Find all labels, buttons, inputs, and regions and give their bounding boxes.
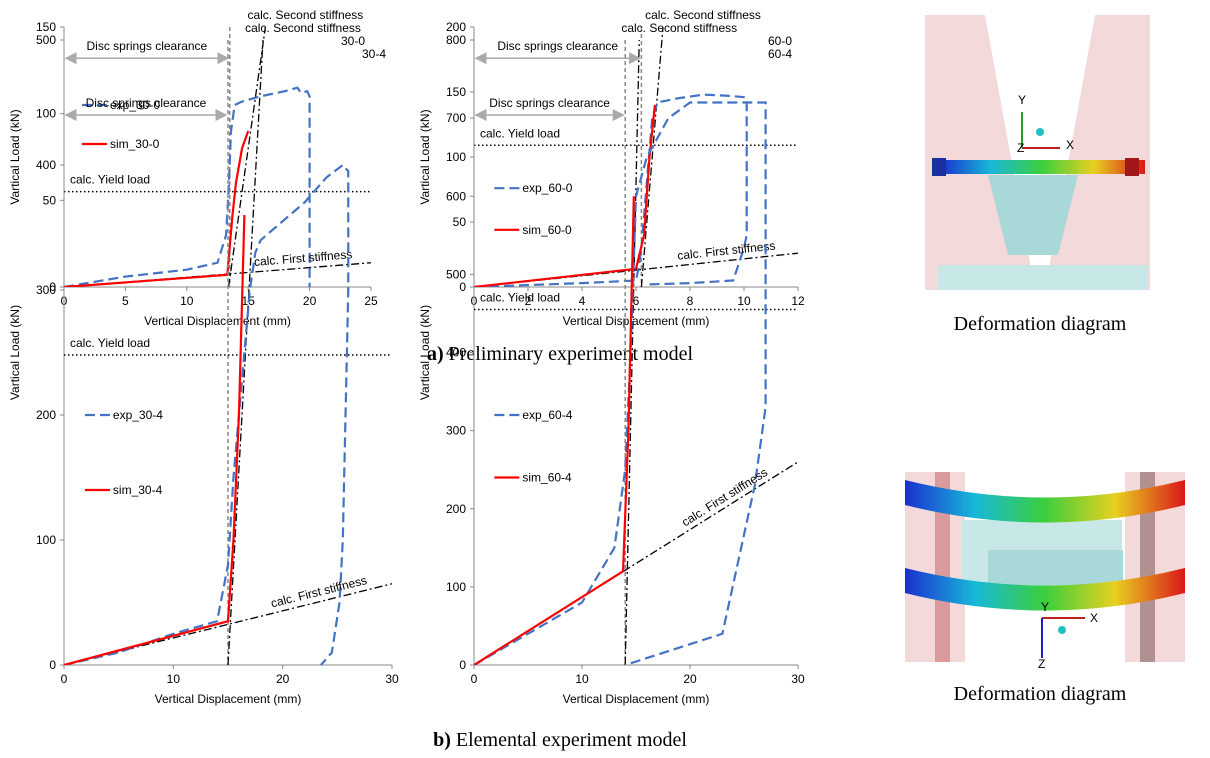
y-tick-label: 500 xyxy=(446,267,466,281)
x-tick-label: 10 xyxy=(575,672,589,686)
deformation-diagram-1: X Y Z Deformation diagram xyxy=(925,15,1150,335)
x-tick-label: 5 xyxy=(122,294,129,308)
clearance-label: Disc springs clearance xyxy=(86,96,207,110)
y-tick-label: 200 xyxy=(446,20,466,34)
stiffness-label: calc. Second stiffness xyxy=(247,8,363,22)
stiffness-label: calc. First stiffness xyxy=(269,573,368,610)
yield-label: calc. Yield load xyxy=(480,126,560,140)
y-tick-label: 300 xyxy=(36,283,56,297)
panel-label: 60-4 xyxy=(768,47,792,61)
x-axis-title: Vertical Displacement (mm) xyxy=(144,314,291,328)
yield-label: calc. Yield load xyxy=(480,291,560,305)
y-tick-label: 50 xyxy=(453,215,467,229)
x-tick-label: 10 xyxy=(180,294,194,308)
legend-label: sim_30-4 xyxy=(113,483,163,497)
y-tick-label: 100 xyxy=(446,150,466,164)
series-line xyxy=(474,103,766,666)
legend-label: exp_60-4 xyxy=(522,408,572,422)
x-tick-label: 25 xyxy=(364,294,378,308)
x-tick-label: 8 xyxy=(687,294,694,308)
stiffness-label: calc. Second stiffness xyxy=(645,8,761,22)
y-axis-title: Vartical Load (kN) xyxy=(418,305,432,400)
stiffness-label: calc. Second stiffness xyxy=(245,21,361,35)
y-tick-label: 100 xyxy=(36,533,56,547)
figure: X Y Z Deformation diagram X Y Z Deformat… xyxy=(0,0,1210,753)
caption-label: b) xyxy=(433,729,451,751)
y-tick-label: 0 xyxy=(459,658,466,672)
y-tick-label: 700 xyxy=(446,111,466,125)
x-tick-label: 4 xyxy=(579,294,586,308)
y-tick-label: 200 xyxy=(36,408,56,422)
stiffness-label: calc. First stiffness xyxy=(679,465,770,529)
y-tick-label: 150 xyxy=(446,85,466,99)
legend-label: sim_60-4 xyxy=(522,471,572,485)
x-tick-label: 30 xyxy=(791,672,805,686)
x-tick-label: 10 xyxy=(737,294,751,308)
clearance-label: Disc springs clearance xyxy=(497,39,618,53)
yield-label: calc. Yield load xyxy=(70,173,150,187)
legend-label: exp_30-4 xyxy=(113,408,163,422)
caption: b) Elemental experiment model xyxy=(433,729,687,751)
stiffness-label: calc. Second stiffness xyxy=(621,21,737,35)
y-tick-label: 800 xyxy=(446,33,466,47)
y-tick-label: 50 xyxy=(43,193,57,207)
y-axis-title: Vartical Load (kN) xyxy=(8,109,22,204)
x-tick-label: 0 xyxy=(61,672,68,686)
y-tick-label: 100 xyxy=(446,580,466,594)
x-tick-label: 10 xyxy=(167,672,181,686)
chart: 0 100 200 300 400 500 0 10 20 30 Vertical Displace… xyxy=(8,21,399,706)
legend-label: sim_30-0 xyxy=(110,137,160,151)
x-tick-label: 0 xyxy=(471,672,478,686)
y-tick-label: 400 xyxy=(36,158,56,172)
x-tick-label: 20 xyxy=(303,294,317,308)
panel-label: 30-4 xyxy=(362,47,386,61)
series-line xyxy=(64,215,244,665)
clearance-label: Disc springs clearance xyxy=(87,39,208,53)
y-tick-label: 500 xyxy=(36,33,56,47)
axis-y: Y xyxy=(1018,93,1026,107)
x-tick-label: 12 xyxy=(791,294,805,308)
y-tick-label: 300 xyxy=(446,424,466,438)
axis-y: Y xyxy=(1041,600,1049,614)
x-axis-title: Vertical Displacement (mm) xyxy=(155,692,302,706)
axis-z: Z xyxy=(1038,657,1045,671)
y-axis-title: Vartical Load (kN) xyxy=(418,109,432,204)
panel-label: 60-0 xyxy=(768,34,792,48)
chart: 050100150200024681012Vertical Displaceme… xyxy=(418,8,805,328)
diagram-caption: Deformation diagram xyxy=(954,683,1127,705)
x-axis-title: Vertical Displacement (mm) xyxy=(563,314,710,328)
y-tick-label: 600 xyxy=(446,189,466,203)
y-tick-label: 100 xyxy=(36,107,56,121)
series-line xyxy=(64,131,248,287)
y-tick-label: 0 xyxy=(49,658,56,672)
legend-label: sim_60-0 xyxy=(522,223,572,237)
stiffness-line xyxy=(641,27,663,287)
y-axis-title: Vartical Load (kN) xyxy=(8,305,22,400)
x-tick-label: 20 xyxy=(683,672,697,686)
diagram-caption: Deformation diagram xyxy=(954,313,1127,335)
yield-label: calc. Yield load xyxy=(70,336,150,350)
stiffness-line xyxy=(229,27,266,287)
clearance-label: Disc springs clearance xyxy=(489,96,610,110)
x-axis-title: Vertical Displacement (mm) xyxy=(563,692,710,706)
y-tick-label: 150 xyxy=(36,20,56,34)
chart: 0501001500510152025Vertical Displacement… xyxy=(8,8,378,328)
axis-x: X xyxy=(1090,611,1098,625)
y-tick-label: 200 xyxy=(446,502,466,516)
axis-z: Z xyxy=(1017,141,1024,155)
x-tick-label: 30 xyxy=(385,672,399,686)
deformation-diagram-2: X Y Z Deformation diagram xyxy=(905,472,1185,705)
legend-label: exp_60-0 xyxy=(522,181,572,195)
caption-text: Preliminary experiment model xyxy=(449,343,694,365)
series-line xyxy=(474,196,634,665)
y-tick-label: 0 xyxy=(459,280,466,294)
caption-text: Elemental experiment model xyxy=(456,729,687,751)
x-tick-label: 20 xyxy=(276,672,290,686)
axis-x: X xyxy=(1066,138,1074,152)
y-tick-label: 400 xyxy=(446,346,466,360)
plot-area xyxy=(64,27,371,287)
caption: a) Preliminary experiment model xyxy=(427,343,693,365)
stiffness-label: calc. First stiffness xyxy=(677,239,776,263)
panel-label: 30-0 xyxy=(341,34,365,48)
